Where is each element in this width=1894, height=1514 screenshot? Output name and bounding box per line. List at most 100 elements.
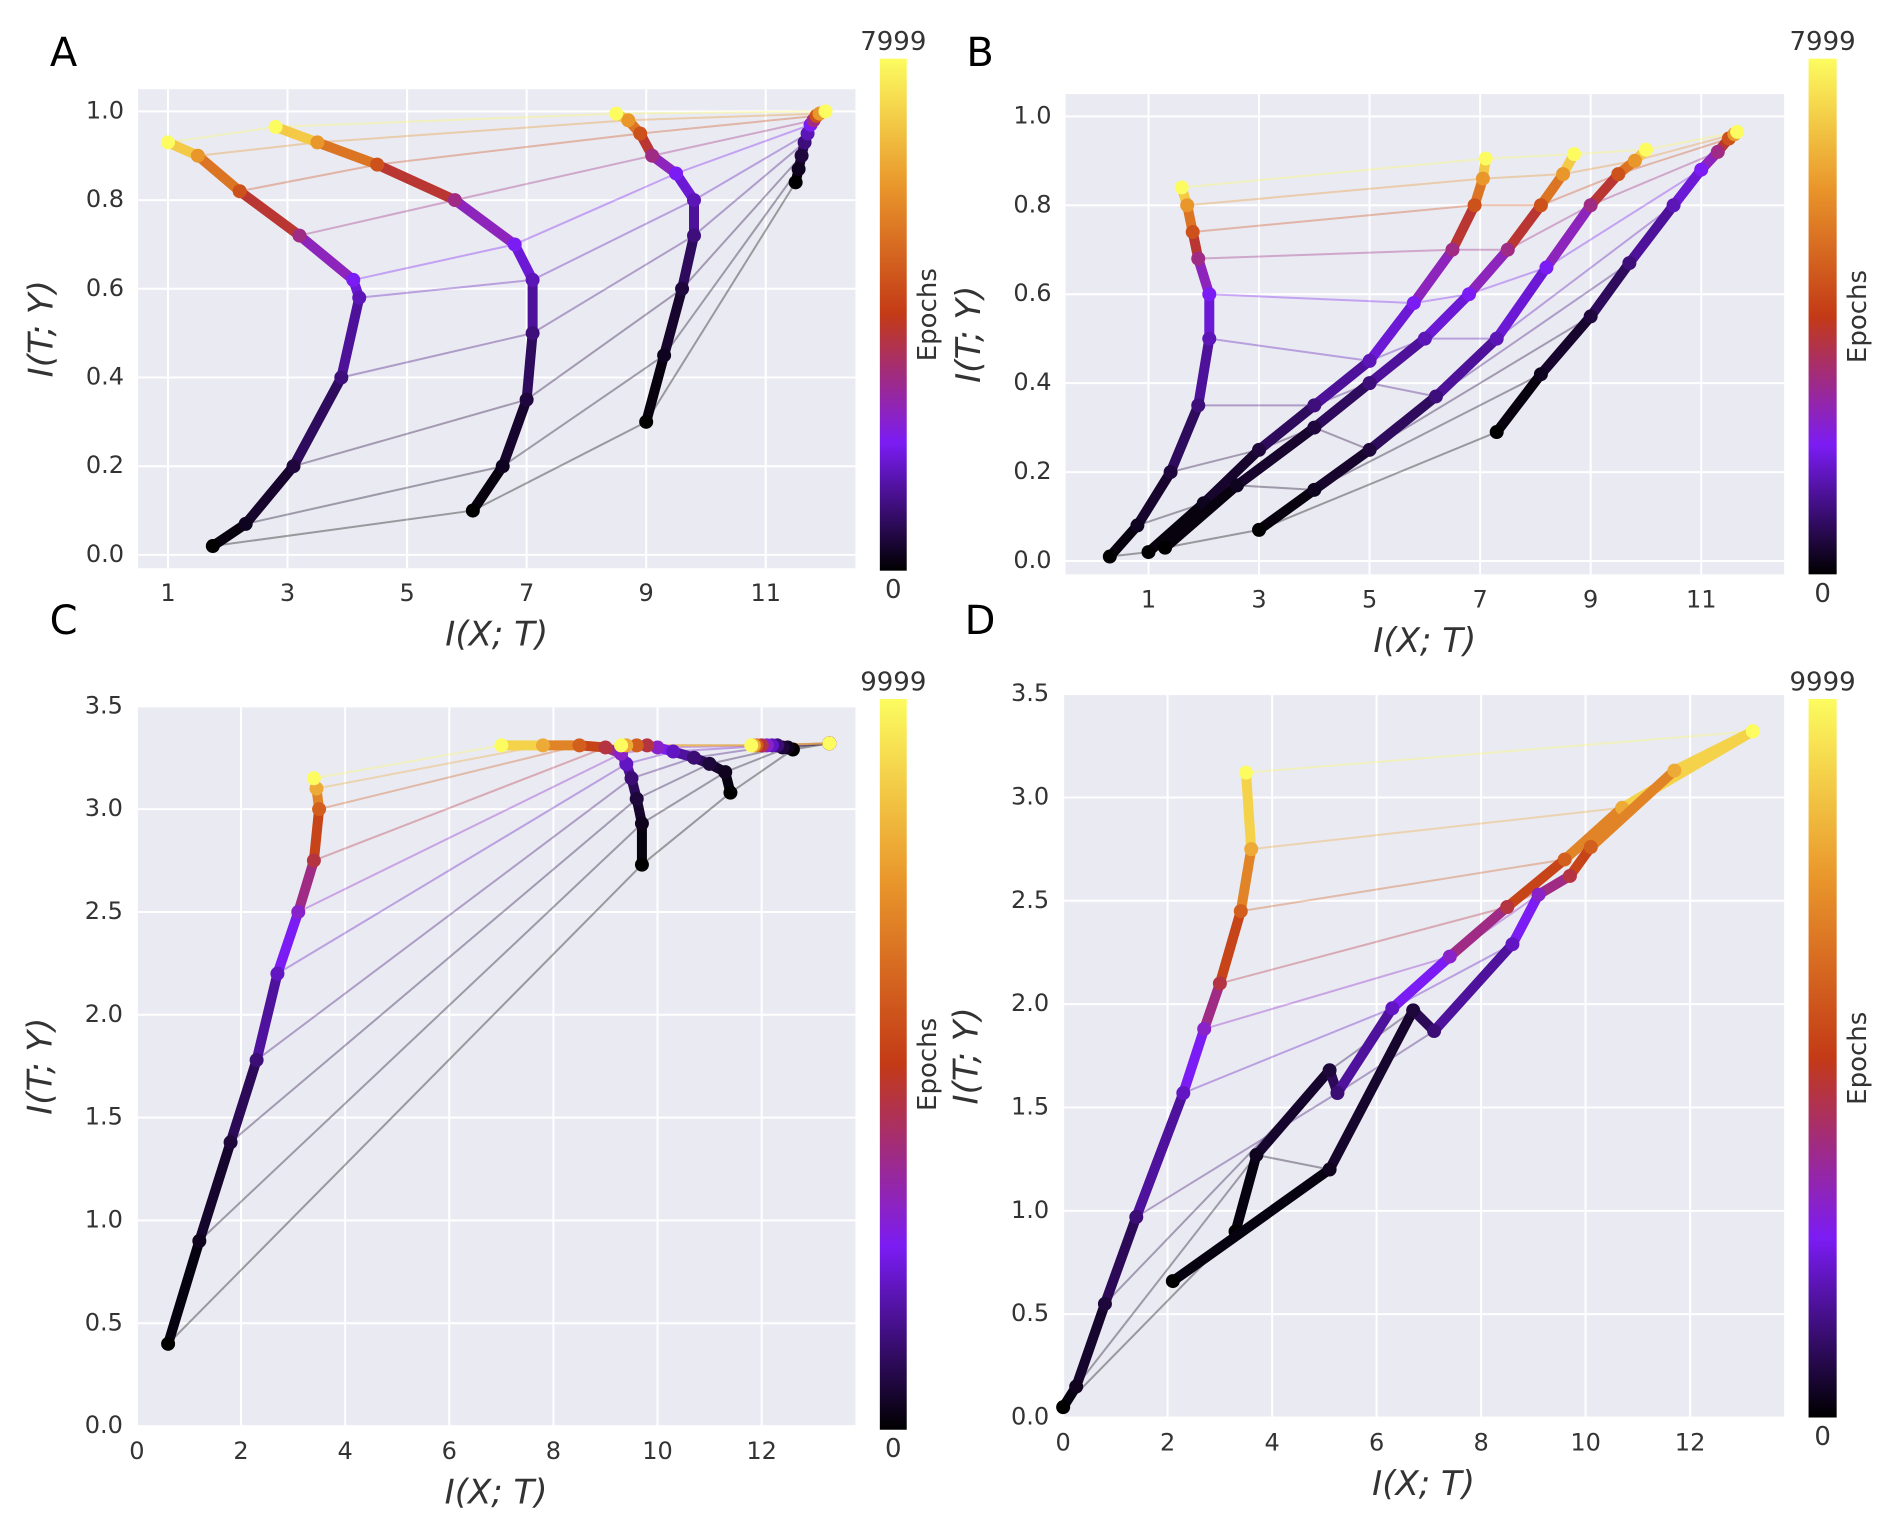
epoch-link [1219, 906, 1508, 985]
epoch-link [316, 744, 544, 790]
point [1362, 353, 1377, 368]
point [675, 281, 690, 296]
epoch-link [729, 748, 794, 794]
epoch-link [1251, 806, 1623, 851]
epoch-link [239, 163, 378, 193]
colorbar-max: 7999 [860, 27, 926, 57]
epoch-link [313, 746, 606, 862]
point [1163, 465, 1178, 480]
epoch-link [359, 278, 533, 299]
trajectory-segment [1585, 765, 1680, 853]
y-tick-label: 1.0 [1011, 1196, 1049, 1224]
point [447, 193, 462, 208]
point [1249, 1148, 1264, 1163]
point [249, 1053, 264, 1068]
epoch-link [256, 777, 633, 1061]
epoch-link [1391, 943, 1513, 1010]
point [352, 290, 367, 305]
trajectory-segment [1165, 400, 1204, 478]
trajectory-segment [497, 394, 532, 472]
x-tick-label: 2 [233, 1437, 248, 1465]
epoch-link [1240, 858, 1565, 913]
point [640, 738, 655, 753]
point [788, 175, 803, 190]
point [1462, 287, 1477, 302]
point [1130, 518, 1145, 533]
point [633, 126, 648, 141]
point [702, 756, 717, 771]
colorbar-max: 7999 [1790, 27, 1856, 57]
epoch-link [640, 114, 817, 135]
colorbar-label: Epochs [913, 268, 943, 361]
trajectory-segment [1447, 200, 1480, 255]
point [1212, 976, 1227, 991]
y-tick-label: 0.6 [1013, 279, 1051, 307]
y-axis-label: I(T; Y) [22, 280, 62, 377]
y-axis-label: I(T; Y) [20, 1018, 60, 1115]
y-tick-label: 0.8 [1013, 190, 1051, 218]
epoch-link [472, 420, 647, 512]
point [286, 459, 301, 474]
epoch-link [631, 756, 695, 780]
point [525, 272, 540, 287]
y-tick-label: 1.5 [1011, 1092, 1049, 1120]
epoch-link [693, 141, 806, 237]
trajectory-segment [1535, 311, 1596, 380]
trajectory-segment [1387, 951, 1455, 1014]
trajectory-segment [1502, 200, 1546, 255]
epoch-link [1187, 177, 1483, 207]
epoch-link [275, 112, 617, 128]
epoch-link [318, 744, 580, 811]
point [1500, 899, 1515, 914]
point [1666, 198, 1681, 213]
x-tick-label: 11 [750, 579, 781, 607]
epoch-link [1645, 130, 1738, 151]
point [1505, 937, 1520, 952]
colorbar-min: 0 [1814, 579, 1831, 609]
epoch-link [293, 398, 527, 468]
point [1202, 287, 1217, 302]
point [192, 1233, 207, 1248]
point [609, 106, 624, 121]
y-tick-label: 3.0 [85, 794, 123, 822]
point [629, 738, 644, 753]
x-axis-label: I(X; T) [445, 1473, 548, 1513]
point [1129, 1210, 1144, 1225]
point [238, 516, 253, 531]
y-tick-label: 0.2 [1013, 457, 1051, 485]
trajectory-segment [1364, 298, 1419, 366]
trajectory-segment [1240, 767, 1257, 855]
plot-background [1063, 694, 1785, 1418]
point [1467, 198, 1482, 213]
point [161, 1336, 176, 1351]
epoch-link [1413, 293, 1470, 305]
point [639, 414, 654, 429]
x-tick-label: 10 [1570, 1429, 1601, 1457]
point [1583, 309, 1598, 324]
point [465, 503, 480, 518]
trajectory-segment [1131, 1088, 1189, 1223]
trajectory-segment [372, 159, 460, 206]
epoch-link [1192, 204, 1475, 233]
x-tick-label: 3 [280, 579, 295, 607]
point [535, 738, 550, 753]
epoch-link [641, 771, 726, 825]
trajectory-segment [641, 350, 670, 427]
y-tick-label: 0.2 [86, 451, 124, 479]
epoch-link [229, 798, 638, 1144]
point [1202, 331, 1217, 346]
y-tick-label: 3.0 [1011, 782, 1049, 810]
y-axis-label: I(T; Y) [949, 286, 989, 383]
point [1191, 251, 1206, 266]
trajectory-segment [1507, 889, 1544, 950]
colorbar-min: 0 [1814, 1422, 1831, 1452]
x-tick-label: 1 [160, 579, 175, 607]
trajectory-segment [1309, 355, 1375, 411]
colorbar-min: 0 [885, 1434, 902, 1464]
point [507, 237, 522, 252]
epoch-link [636, 762, 711, 800]
point [1556, 167, 1571, 182]
trajectory-segment [1491, 262, 1552, 344]
epoch-link [1496, 204, 1675, 340]
point [525, 326, 540, 341]
